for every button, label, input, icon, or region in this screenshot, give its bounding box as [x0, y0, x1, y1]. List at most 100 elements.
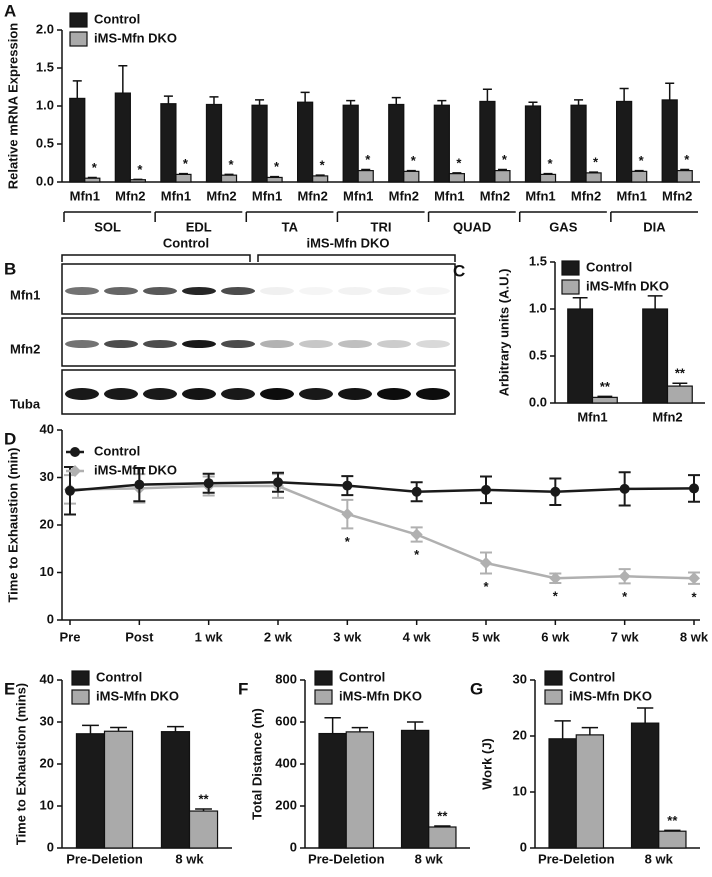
significance: *	[547, 156, 553, 171]
significance: *	[365, 152, 371, 167]
error-bar	[300, 91, 310, 103]
bar	[175, 173, 192, 183]
legend-swatch	[544, 670, 563, 686]
significance: *	[414, 547, 420, 562]
marker	[549, 572, 562, 585]
legend-swatch	[561, 260, 580, 276]
x-tick-label: Mfn2	[571, 188, 601, 203]
x-tick-label: Mfn1	[616, 188, 646, 203]
significance: *	[684, 152, 690, 167]
blot-band	[104, 340, 138, 348]
error-bar	[315, 174, 325, 176]
error-bar	[82, 724, 99, 734]
series-line	[69, 480, 695, 494]
significance: *	[411, 153, 417, 168]
bar	[160, 103, 177, 183]
marker	[341, 508, 354, 521]
error-bar	[195, 808, 212, 812]
group-bracket	[427, 211, 516, 222]
y-tick-label: 10	[40, 564, 54, 579]
significance: *	[553, 588, 559, 603]
error-bar	[351, 726, 369, 732]
significance: *	[483, 579, 489, 594]
bar	[312, 175, 329, 183]
marker	[411, 486, 422, 497]
marker	[689, 483, 699, 494]
bar	[403, 170, 420, 183]
blot-band	[260, 340, 294, 348]
x-tick-label: Post	[125, 629, 154, 644]
error-bar	[574, 99, 584, 106]
error-bar	[647, 295, 663, 309]
y-axis-label: Time to Exhaustion (min)	[5, 447, 20, 602]
blot-band	[338, 388, 372, 400]
marker	[688, 572, 700, 585]
y-tick-label: 1.5	[36, 59, 54, 74]
blot-band	[416, 340, 450, 348]
y-tick-label: 30	[40, 713, 54, 728]
blot-band	[104, 287, 138, 295]
bar	[266, 176, 283, 183]
error-bar	[224, 173, 234, 176]
error-bar	[391, 96, 401, 105]
y-axis-label: Arbitrary units (A.U.)	[496, 269, 511, 397]
y-tick-label: 0.5	[529, 347, 547, 362]
bar	[84, 177, 101, 183]
marker	[618, 570, 631, 583]
legend-label: iMS-Mfn DKO	[586, 278, 669, 293]
legend-swatch	[71, 670, 90, 686]
x-tick-label: Mfn2	[480, 188, 510, 203]
y-axis-label: Work (J)	[479, 738, 494, 790]
significance: **	[667, 813, 678, 828]
marker	[203, 478, 214, 489]
bar	[345, 731, 375, 849]
x-tick-label: 8 wk	[175, 851, 204, 866]
blot-band	[416, 287, 450, 295]
panel-letter: F	[238, 679, 248, 698]
bar	[388, 103, 405, 183]
group-bracket	[245, 211, 334, 222]
group-bracket	[518, 211, 607, 222]
bar	[103, 730, 134, 849]
y-tick-label: 0.5	[36, 135, 54, 150]
significance: *	[502, 152, 508, 167]
y-tick-label: 400	[275, 755, 297, 770]
bar	[567, 308, 594, 404]
marker	[134, 479, 145, 490]
x-tick-label: Mfn1	[577, 409, 607, 424]
blot-row-label: Tuba	[10, 396, 41, 411]
y-tick-label: 20	[40, 516, 54, 531]
significance: *	[639, 153, 645, 168]
legend-swatch	[69, 12, 88, 28]
significance: *	[320, 158, 326, 173]
x-tick-label: 7 wk	[611, 629, 640, 644]
bar	[631, 170, 648, 183]
y-tick-label: 1.5	[529, 253, 547, 268]
bar	[75, 733, 106, 849]
x-tick-label: 8 wk	[415, 851, 444, 866]
x-tick-label: Mfn1	[434, 188, 464, 203]
x-tick-label: 8 wk	[680, 629, 709, 644]
legend-label: Control	[94, 11, 140, 26]
y-tick-label: 0.0	[36, 173, 54, 188]
blot-band	[182, 388, 216, 400]
y-tick-label: 20	[40, 755, 54, 770]
bar	[342, 104, 359, 183]
blot-band	[260, 287, 294, 295]
significance: **	[437, 808, 448, 823]
bar	[539, 173, 557, 183]
blot-group-label: iMS-Mfn DKO	[306, 235, 389, 250]
error-bar	[665, 82, 675, 100]
legend-label: iMS-Mfn DKO	[339, 688, 422, 703]
legend-marker	[70, 447, 80, 457]
y-tick-label: 30	[40, 469, 54, 484]
blot-band	[143, 340, 177, 348]
error-bar	[255, 99, 265, 106]
x-tick-label: Pre-Deletion	[538, 851, 615, 866]
significance: **	[600, 379, 611, 394]
y-tick-label: 800	[275, 671, 297, 686]
y-tick-label: 40	[40, 671, 54, 686]
group-label: GAS	[549, 219, 578, 234]
bar	[661, 99, 678, 183]
